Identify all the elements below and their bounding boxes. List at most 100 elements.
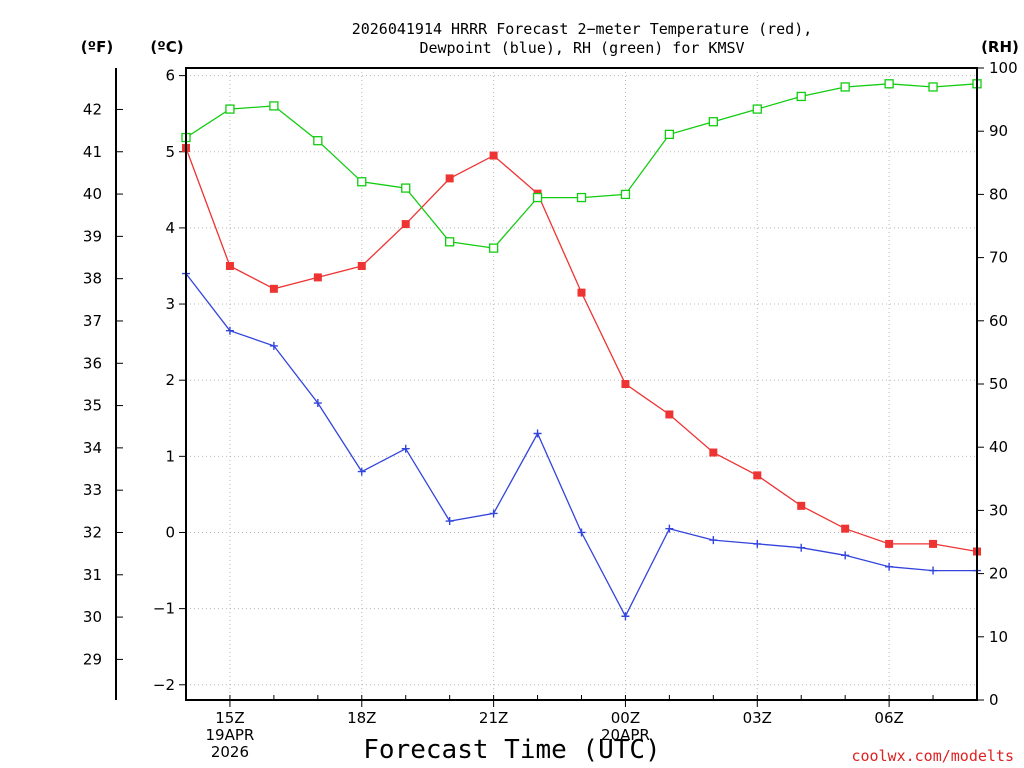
fahrenheit-axis: 42 41 40 39 38 37 36 35 34 33 32 31 30 29 — [83, 100, 123, 668]
temperature-point — [577, 288, 586, 297]
rh-point — [708, 117, 718, 127]
temperature-point — [665, 410, 674, 419]
fahrenheit-tick-label: 31 — [83, 566, 102, 584]
fahrenheit-tick-label: 42 — [83, 100, 102, 118]
rh-point — [401, 183, 411, 193]
dewpoint-point — [489, 509, 498, 518]
fahrenheit-unit-label: (ºF) — [81, 38, 113, 56]
dewpoint-point — [225, 326, 234, 335]
celsius-tick-label: 5 — [165, 143, 175, 161]
rh-line — [185, 83, 978, 249]
rh-point — [488, 243, 499, 253]
dewpoint-point — [313, 399, 322, 408]
rh-point — [576, 192, 587, 203]
rh-point — [269, 101, 279, 111]
rh-point — [620, 189, 631, 200]
dewpoint-point — [621, 612, 630, 621]
dewpoint-point — [709, 536, 718, 545]
fahrenheit-tick-label: 30 — [83, 608, 102, 626]
dewpoint-point — [533, 429, 542, 438]
rh-point — [840, 82, 850, 92]
fahrenheit-tick-label: 37 — [83, 312, 102, 330]
celsius-tick-label: 2 — [165, 371, 175, 389]
rh-tick-label: 40 — [989, 438, 1008, 456]
temperature-point — [401, 220, 410, 229]
celsius-tick-label: 0 — [165, 523, 175, 541]
time-tick-label: 00Z — [611, 709, 640, 727]
time-tick-label: 18Z — [347, 709, 376, 727]
gridlines — [186, 68, 977, 700]
rh-tick-label: 60 — [989, 312, 1008, 330]
rh-tick-label: 90 — [989, 122, 1008, 140]
fahrenheit-tick-label: 33 — [83, 481, 102, 499]
dewpoint-point — [401, 444, 410, 453]
celsius-tick-label: 4 — [165, 219, 175, 237]
series-temperature — [182, 143, 981, 556]
rh-point — [357, 177, 367, 187]
temperature-point — [841, 524, 850, 533]
x-axis-label: Forecast Time (UTC) — [363, 735, 660, 765]
dewpoint-point — [841, 551, 850, 560]
dewpoint-point — [445, 517, 454, 526]
credit-text: coolwx.com/modelts — [851, 747, 1014, 765]
dewpoint-point — [269, 341, 278, 350]
dewpoint-point — [929, 566, 938, 575]
celsius-tick-label: 1 — [165, 447, 175, 465]
plot-frame — [185, 67, 978, 701]
time-tick-label: 06Z — [874, 709, 903, 727]
fahrenheit-tick-label: 39 — [83, 227, 102, 245]
rh-point — [796, 91, 806, 102]
chart-title: 2026041914 HRRR Forecast 2−meter Tempera… — [352, 20, 813, 38]
rh-point — [445, 237, 455, 247]
rh-tick-label: 10 — [989, 628, 1008, 646]
temperature-point — [445, 174, 454, 183]
dewpoint-point — [577, 528, 586, 537]
dewpoint-point — [665, 524, 674, 533]
temperature-point — [753, 471, 762, 480]
celsius-axis: 6 5 4 3 2 1 0 −1 −2 — [153, 67, 186, 694]
temperature-point — [709, 448, 718, 457]
time-tick-label: 2026 — [211, 743, 249, 761]
rh-unit-label: (RH) — [981, 38, 1019, 56]
temperature-point — [929, 539, 938, 548]
temperature-point — [225, 261, 234, 270]
rh-tick-label: 50 — [989, 375, 1008, 393]
temperature-point — [357, 261, 366, 270]
temperature-point — [489, 151, 498, 160]
celsius-unit-label: (ºC) — [150, 38, 183, 56]
time-tick-label: 15Z — [215, 709, 244, 727]
fahrenheit-tick-label: 41 — [83, 143, 102, 161]
celsius-tick-label: 6 — [165, 67, 175, 85]
rh-tick-label: 20 — [989, 565, 1008, 583]
rh-tick-label: 0 — [989, 691, 999, 709]
time-tick-label: 03Z — [743, 709, 772, 727]
rh-point — [752, 104, 762, 114]
rh-point — [225, 104, 235, 114]
celsius-tick-label: −2 — [153, 676, 175, 694]
fahrenheit-tick-label: 29 — [83, 650, 102, 668]
rh-point — [664, 129, 675, 140]
fahrenheit-tick-label: 32 — [83, 523, 102, 541]
rh-tick-label: 70 — [989, 249, 1008, 267]
fahrenheit-tick-label: 35 — [83, 397, 102, 415]
fahrenheit-tick-label: 34 — [83, 439, 102, 457]
rh-tick-label: 80 — [989, 185, 1008, 203]
dewpoint-point — [797, 543, 806, 552]
time-tick-label: 20APR — [601, 726, 650, 744]
time-tick-label: 21Z — [479, 709, 508, 727]
fahrenheit-tick-label: 40 — [83, 185, 102, 203]
chart-subtitle: Dewpoint (blue), RH (green) for KMSV — [419, 39, 744, 57]
dewpoint-point — [753, 539, 762, 548]
fahrenheit-tick-label: 36 — [83, 354, 102, 372]
dewpoint-point — [885, 562, 894, 571]
celsius-tick-label: −1 — [153, 600, 175, 618]
rh-point — [313, 136, 323, 146]
time-tick-label: 19APR — [206, 726, 255, 744]
series-dewpoint — [182, 269, 981, 621]
series-layer — [181, 79, 982, 621]
temperature-point — [885, 539, 894, 548]
rh-point — [928, 82, 938, 92]
temperature-point — [621, 380, 630, 388]
fahrenheit-tick-label: 38 — [83, 270, 102, 288]
